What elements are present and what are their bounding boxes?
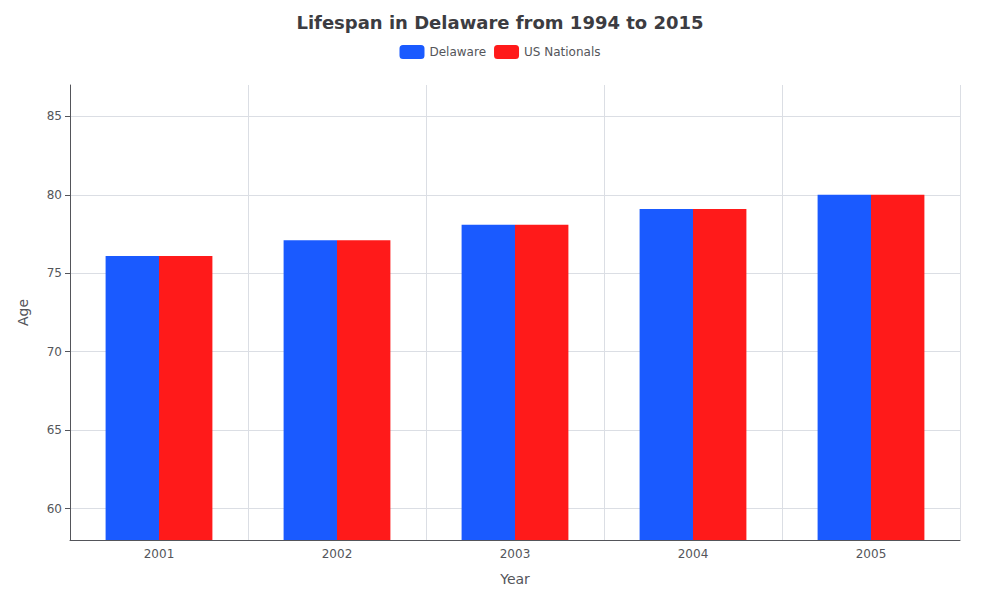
svg-text:70: 70	[47, 345, 62, 359]
svg-text:2003: 2003	[500, 547, 531, 561]
svg-text:2004: 2004	[678, 547, 709, 561]
svg-text:2001: 2001	[144, 547, 175, 561]
svg-text:Delaware: Delaware	[429, 45, 486, 59]
svg-text:US Nationals: US Nationals	[524, 45, 600, 59]
svg-text:Year: Year	[499, 571, 530, 587]
svg-text:60: 60	[47, 502, 62, 516]
svg-text:65: 65	[47, 423, 62, 437]
svg-text:85: 85	[47, 109, 62, 123]
svg-text:75: 75	[47, 266, 62, 280]
svg-text:Lifespan in Delaware from 1994: Lifespan in Delaware from 1994 to 2015	[296, 12, 703, 33]
svg-text:2002: 2002	[322, 547, 353, 561]
svg-text:Age: Age	[15, 299, 31, 326]
svg-text:2005: 2005	[856, 547, 887, 561]
svg-text:80: 80	[47, 188, 62, 202]
